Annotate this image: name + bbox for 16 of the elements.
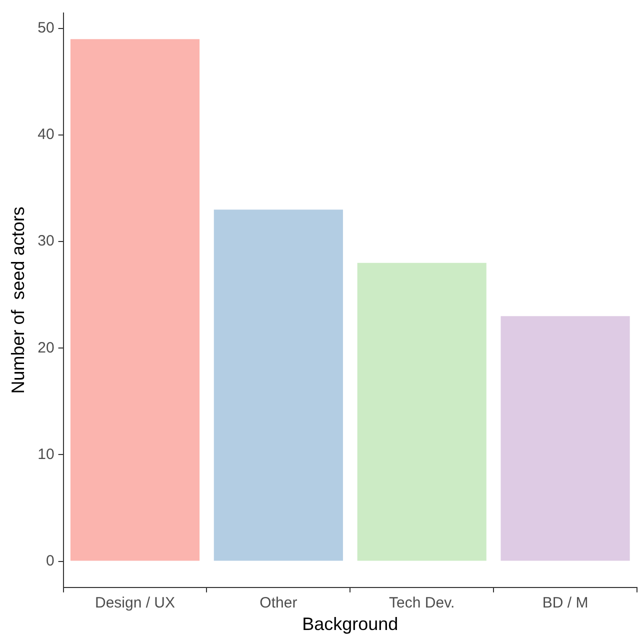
x-axis-title: Background [302,614,398,634]
bar [214,210,343,561]
x-tick-label: Design / UX [94,594,176,612]
y-tick-label: 20 [38,339,54,356]
y-tick-label: 0 [46,552,54,570]
y-tick-label: 30 [38,232,54,250]
y-axis-title: Number of seed actors [8,206,28,394]
bar [357,262,486,561]
y-tick-label: 50 [38,20,54,37]
bar [500,316,630,561]
x-tick-label: Other [260,594,298,612]
x-tick-label: BD / M [542,594,588,612]
x-tick-label: Tech Dev. [389,594,455,612]
y-tick-label: 40 [38,126,54,144]
y-tick-label: 10 [38,446,54,463]
bar [70,39,200,561]
